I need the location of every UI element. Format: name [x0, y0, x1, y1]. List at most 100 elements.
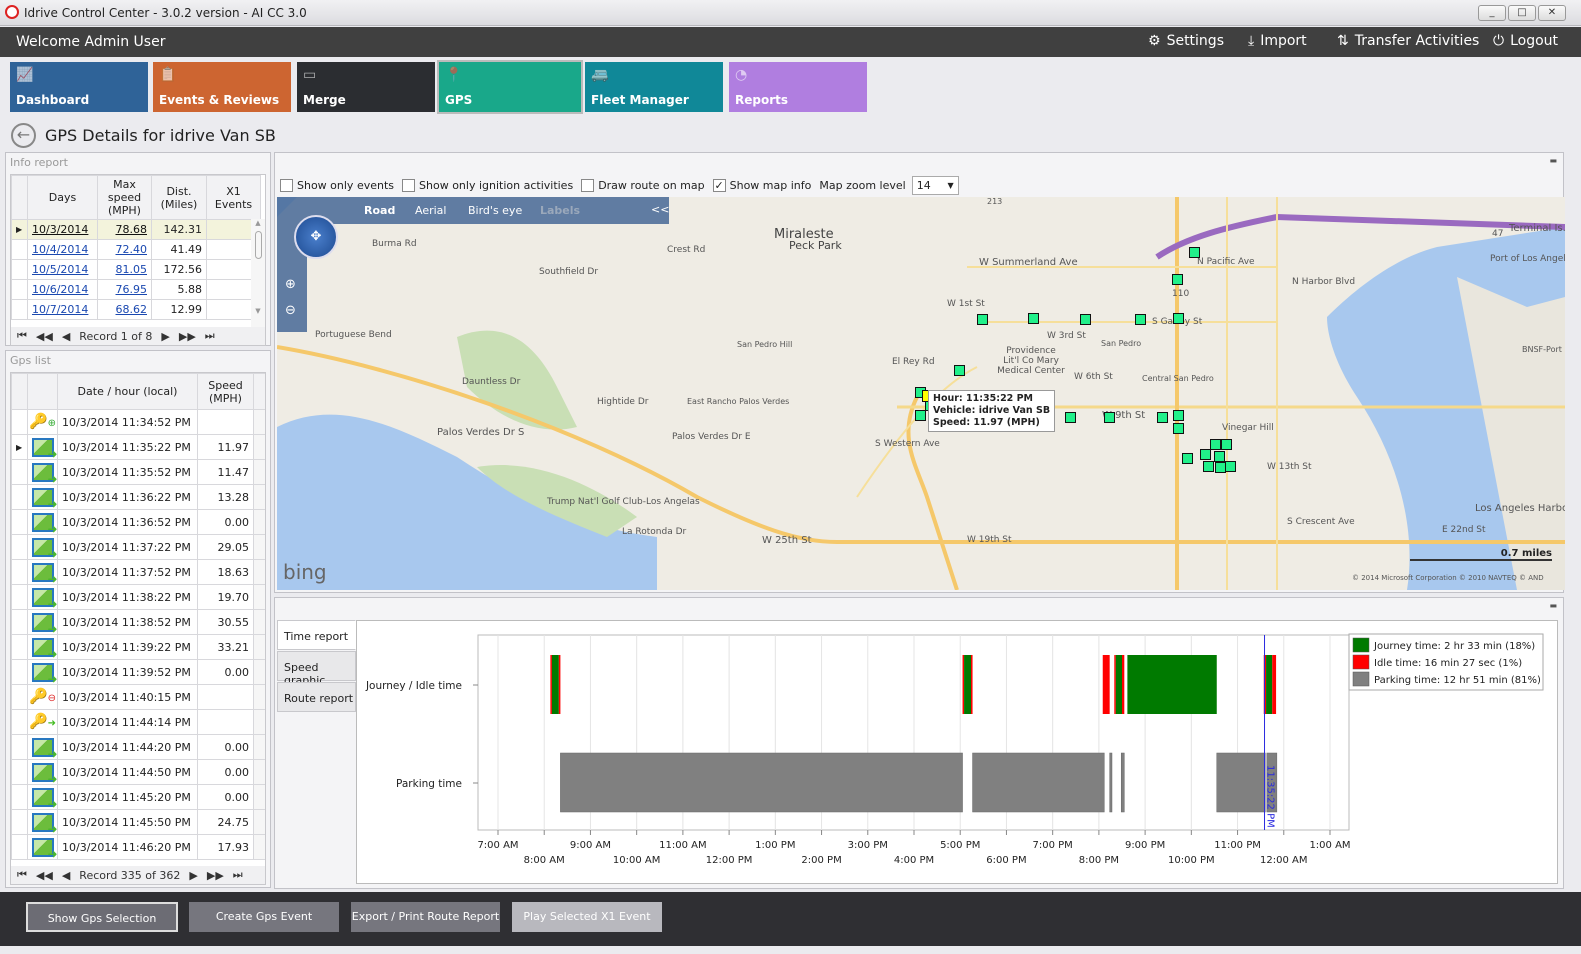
show-only-events-checkbox[interactable]: Show only events [280, 179, 394, 192]
show-map-info-checkbox[interactable]: ✓ Show map info [712, 179, 811, 192]
map-pan-control[interactable]: ✥ [294, 215, 338, 259]
tile-dashboard[interactable]: 📈 Dashboard [10, 62, 148, 112]
col-date-hour[interactable]: Date / hour (local) [57, 373, 198, 410]
tile-fleet-manager[interactable]: 🚐 Fleet Manager [585, 62, 723, 112]
import-button[interactable]: ⤓ Import [1248, 33, 1307, 49]
gps-row[interactable]: 🔑➜ 10/3/2014 11:44:14 PM [11, 709, 265, 735]
gps-row[interactable]: 🔑⊖ 10/3/2014 11:40:15 PM [11, 684, 265, 710]
gps-marker[interactable] [915, 410, 926, 421]
day-link[interactable]: 10/7/2014 [27, 299, 98, 320]
gps-row[interactable]: 10/3/2014 11:45:20 PM0.00 [11, 784, 265, 811]
col-x1-events[interactable]: X1 Events [206, 175, 261, 220]
info-row[interactable]: 10/4/2014 72.40 41.49 [11, 239, 261, 260]
close-button[interactable]: ✕ [1538, 5, 1566, 21]
gps-marker[interactable] [1214, 451, 1225, 462]
map-mode-labels[interactable]: Labels [540, 204, 581, 217]
gps-marker[interactable] [1200, 449, 1211, 460]
panel-maximize-icon[interactable]: ▬ [1549, 601, 1557, 610]
col-distance[interactable]: Dist. (Miles) [151, 175, 207, 220]
zoom-out-icon[interactable]: ⊖ [285, 303, 296, 318]
logout-button[interactable]: ⏻ Logout [1493, 33, 1558, 49]
gps-marker[interactable] [1182, 453, 1193, 464]
map-view[interactable]: Road Aerial Bird's eye Labels << ✥ ⊕ ⊖ M… [277, 197, 1565, 590]
settings-button[interactable]: ⚙ Settings [1148, 33, 1224, 49]
tile-reports[interactable]: ◔ Reports [729, 62, 867, 112]
tile-gps[interactable]: 📍 GPS [437, 60, 583, 114]
col-speed[interactable]: Speed (MPH) [197, 373, 254, 410]
create-gps-event-button[interactable]: Create Gps Event [189, 902, 339, 932]
gps-marker[interactable] [1065, 412, 1076, 423]
max-speed-link[interactable]: 72.40 [97, 239, 152, 260]
info-row[interactable]: 10/5/2014 81.05 172.56 [11, 259, 261, 280]
info-row[interactable]: ▶ 10/3/2014 78.68 142.31 [11, 219, 261, 240]
tab-route-report[interactable]: Route report [277, 682, 356, 712]
info-row[interactable]: 10/7/2014 68.62 12.99 [11, 299, 261, 320]
transfer-activities-button[interactable]: ⇅ Transfer Activities [1337, 33, 1479, 49]
maximize-button[interactable]: □ [1508, 5, 1536, 21]
gps-marker[interactable] [1225, 461, 1236, 472]
tile-merge[interactable]: ▭ Merge [297, 62, 435, 112]
back-button[interactable]: ← [11, 123, 36, 148]
gps-marker[interactable] [1173, 423, 1184, 434]
gps-marker[interactable] [1135, 314, 1146, 325]
draw-route-checkbox[interactable]: Draw route on map [581, 179, 705, 192]
collapse-map-bar-button[interactable]: << [651, 203, 670, 216]
gps-marker[interactable] [1173, 410, 1184, 421]
gps-row[interactable]: 10/3/2014 11:36:52 PM0.00 [11, 509, 265, 536]
export-route-report-button[interactable]: Export / Print Route Report [351, 902, 500, 932]
gps-record-navigator[interactable]: ⏮ ◀◀ ◀ Record 335 of 362 ▶ ▶▶ ⏭ [11, 866, 265, 884]
col-days[interactable]: Days [27, 175, 98, 220]
tab-speed-graphic[interactable]: Speed graphic [277, 651, 356, 687]
info-record-navigator[interactable]: ⏮ ◀◀ ◀ Record 1 of 8 ▶ ▶▶ ⏭ [11, 327, 265, 345]
gps-row[interactable]: 🔑⊕ 10/3/2014 11:34:52 PM [11, 409, 265, 435]
play-x1-event-button[interactable]: Play Selected X1 Event [512, 902, 662, 932]
col-max-speed[interactable]: Max speed (MPH) [97, 175, 152, 220]
gps-row[interactable]: 10/3/2014 11:39:52 PM0.00 [11, 659, 265, 686]
gps-marker[interactable] [1080, 314, 1091, 325]
show-only-ignition-checkbox[interactable]: Show only ignition activities [402, 179, 573, 192]
max-speed-link[interactable]: 76.95 [97, 279, 152, 300]
gps-marker[interactable] [1210, 439, 1221, 450]
gps-marker[interactable] [1028, 313, 1039, 324]
tab-time-report[interactable]: Time report [277, 620, 356, 650]
gps-row[interactable]: 10/3/2014 11:44:20 PM0.00 [11, 734, 265, 761]
map-mode-birds-eye[interactable]: Bird's eye [468, 204, 523, 217]
map-mode-road[interactable]: Road [364, 204, 396, 217]
gps-marker[interactable] [1203, 461, 1214, 472]
gps-marker[interactable] [977, 314, 988, 325]
gps-marker[interactable] [954, 365, 965, 376]
info-scrollbar[interactable]: ▲ ▼ [251, 219, 265, 327]
panel-maximize-icon[interactable]: ▬ [1549, 156, 1557, 165]
gps-marker[interactable] [1173, 313, 1184, 324]
gps-marker[interactable] [1157, 412, 1168, 423]
max-speed-link[interactable]: 81.05 [97, 259, 152, 280]
gps-row[interactable]: 10/3/2014 11:44:50 PM0.00 [11, 759, 265, 786]
tile-events-reviews[interactable]: 📋 Events & Reviews [153, 62, 291, 112]
max-speed-link[interactable]: 68.62 [97, 299, 152, 320]
gps-marker[interactable] [1172, 274, 1183, 285]
day-link[interactable]: 10/5/2014 [27, 259, 98, 280]
zoom-in-icon[interactable]: ⊕ [285, 277, 296, 292]
day-link[interactable]: 10/6/2014 [27, 279, 98, 300]
gps-marker[interactable] [1189, 247, 1200, 258]
info-row[interactable]: 10/6/2014 76.95 5.88 [11, 279, 261, 300]
max-speed-link[interactable]: 78.68 [97, 219, 152, 240]
day-link[interactable]: 10/4/2014 [27, 239, 98, 260]
map-zoom-select[interactable]: 14 ▼ [911, 176, 959, 195]
map-mode-aerial[interactable]: Aerial [415, 204, 447, 217]
show-gps-selection-button[interactable]: Show Gps Selection [26, 902, 178, 932]
gps-marker[interactable] [1104, 412, 1115, 423]
gps-marker[interactable] [1221, 439, 1232, 450]
minimize-button[interactable]: _ [1478, 5, 1506, 21]
day-link[interactable]: 10/3/2014 [27, 219, 98, 240]
